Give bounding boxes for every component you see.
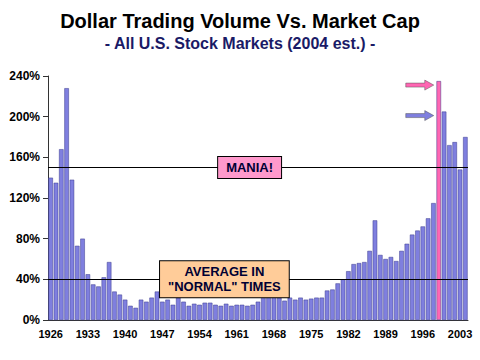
svg-text:- All U.S. Stock Markets (2004: - All U.S. Stock Markets (2004 est.) - <box>105 35 376 52</box>
svg-text:1954: 1954 <box>187 328 212 340</box>
svg-text:AVERAGE IN: AVERAGE IN <box>184 264 264 279</box>
svg-text:120%: 120% <box>9 191 40 205</box>
svg-text:2003: 2003 <box>448 328 472 340</box>
svg-text:Dollar Trading Volume Vs. Mark: Dollar Trading Volume Vs. Market Cap <box>60 10 420 32</box>
svg-text:1982: 1982 <box>336 328 360 340</box>
svg-text:1940: 1940 <box>113 328 137 340</box>
svg-text:1989: 1989 <box>373 328 397 340</box>
svg-text:80%: 80% <box>16 232 40 246</box>
svg-text:1947: 1947 <box>150 328 174 340</box>
svg-text:1933: 1933 <box>76 328 100 340</box>
svg-text:240%: 240% <box>9 69 40 83</box>
svg-text:200%: 200% <box>9 110 40 124</box>
svg-text:1961: 1961 <box>224 328 248 340</box>
svg-text:1968: 1968 <box>262 328 286 340</box>
svg-text:0%: 0% <box>23 313 41 327</box>
svg-text:MANIA!: MANIA! <box>226 160 273 175</box>
svg-text:"NORMAL" TIMES: "NORMAL" TIMES <box>168 279 281 294</box>
svg-text:1975: 1975 <box>299 328 323 340</box>
svg-text:1926: 1926 <box>38 328 62 340</box>
svg-text:160%: 160% <box>9 150 40 164</box>
svg-text:1996: 1996 <box>411 328 435 340</box>
svg-text:40%: 40% <box>16 272 40 286</box>
